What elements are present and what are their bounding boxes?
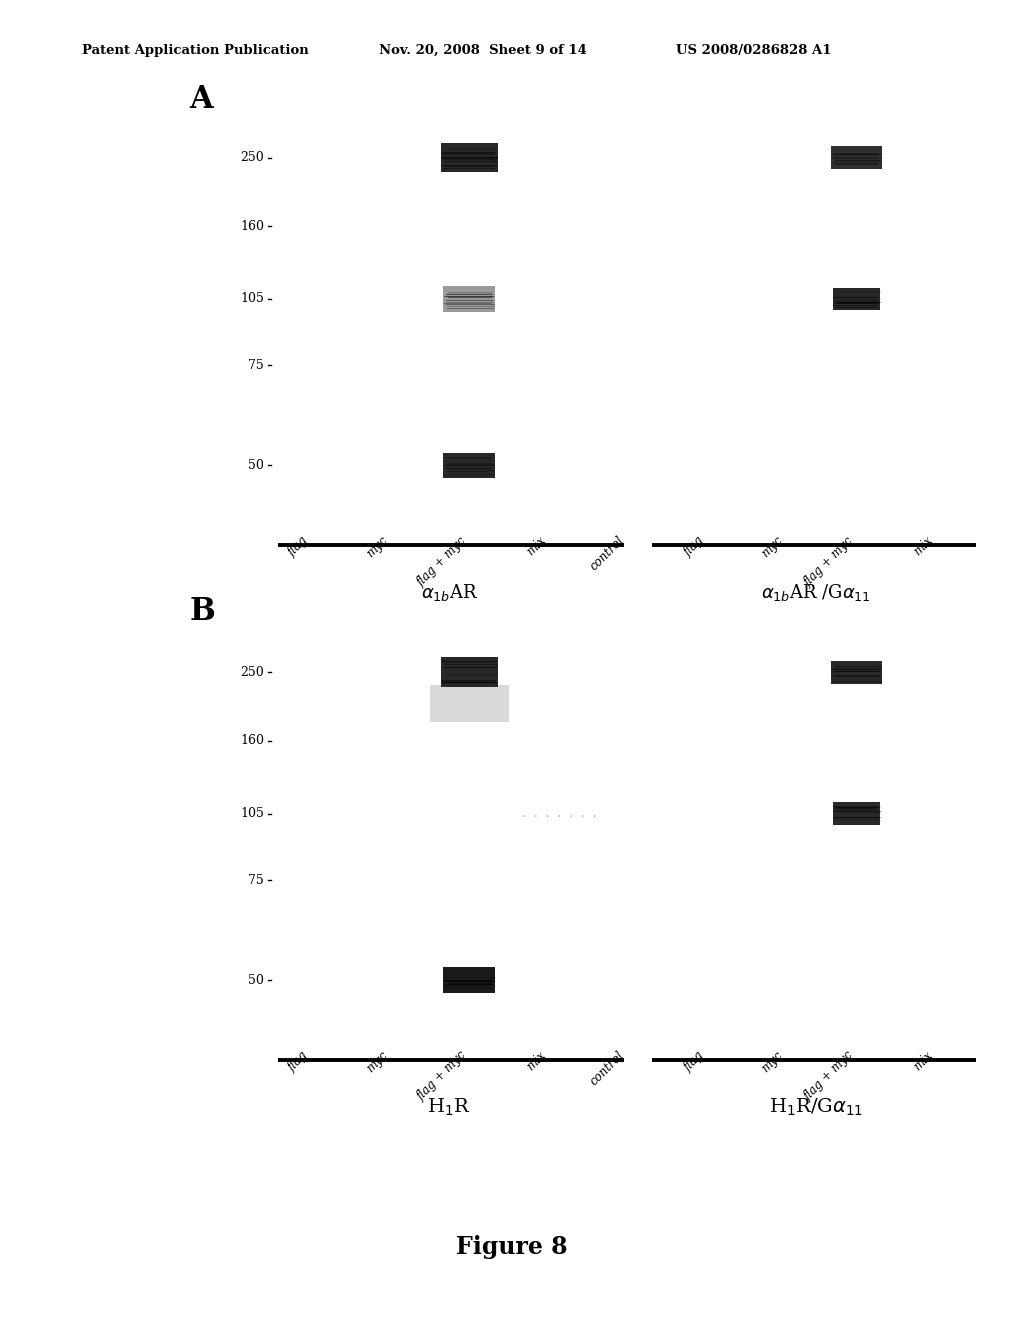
Bar bbox=[833, 288, 881, 310]
Text: US 2008/0286828 A1: US 2008/0286828 A1 bbox=[676, 44, 831, 57]
Text: flag: flag bbox=[681, 1048, 707, 1074]
Bar bbox=[429, 685, 509, 722]
Text: flag + myc: flag + myc bbox=[415, 533, 469, 589]
Text: 105: 105 bbox=[241, 808, 264, 820]
Text: flag: flag bbox=[286, 1048, 311, 1074]
Text: 105: 105 bbox=[241, 293, 264, 305]
Text: flag + myc: flag + myc bbox=[802, 533, 856, 589]
Bar bbox=[833, 803, 881, 825]
Text: myc: myc bbox=[364, 1048, 390, 1074]
Text: mix: mix bbox=[523, 533, 548, 558]
Text: flag + myc: flag + myc bbox=[802, 1048, 856, 1104]
Text: mix: mix bbox=[911, 1048, 936, 1073]
Text: . . . . . . .: . . . . . . . bbox=[521, 809, 598, 818]
Text: 250: 250 bbox=[241, 665, 264, 678]
Text: $\alpha_{1b}$AR /G$\alpha_{11}$: $\alpha_{1b}$AR /G$\alpha_{11}$ bbox=[761, 582, 870, 603]
Text: 75: 75 bbox=[249, 359, 264, 372]
Bar bbox=[440, 144, 498, 172]
Bar bbox=[443, 286, 495, 312]
Text: 50: 50 bbox=[249, 974, 264, 986]
Text: H$_1$R/G$\alpha_{11}$: H$_1$R/G$\alpha_{11}$ bbox=[769, 1097, 863, 1118]
Bar bbox=[443, 453, 495, 478]
Text: flag: flag bbox=[681, 533, 707, 560]
Bar bbox=[830, 147, 883, 169]
Text: B: B bbox=[189, 597, 215, 627]
Text: myc: myc bbox=[759, 533, 785, 560]
Text: 50: 50 bbox=[249, 459, 264, 471]
Text: myc: myc bbox=[759, 1048, 785, 1074]
Text: mix: mix bbox=[911, 533, 936, 558]
Bar bbox=[443, 968, 495, 993]
Text: 160: 160 bbox=[241, 219, 264, 232]
Text: 250: 250 bbox=[241, 150, 264, 164]
Text: $\alpha_{1b}$AR: $\alpha_{1b}$AR bbox=[421, 582, 478, 603]
Text: Figure 8: Figure 8 bbox=[456, 1236, 568, 1259]
Text: 160: 160 bbox=[241, 734, 264, 747]
Text: A: A bbox=[189, 84, 213, 115]
Text: H$_1$R: H$_1$R bbox=[427, 1097, 471, 1118]
Text: flag + myc: flag + myc bbox=[415, 1048, 469, 1104]
Text: Nov. 20, 2008  Sheet 9 of 14: Nov. 20, 2008 Sheet 9 of 14 bbox=[379, 44, 587, 57]
Text: myc: myc bbox=[364, 533, 390, 560]
Text: 75: 75 bbox=[249, 874, 264, 887]
Text: flag: flag bbox=[286, 533, 311, 560]
Text: control: control bbox=[588, 1048, 627, 1088]
Text: Patent Application Publication: Patent Application Publication bbox=[82, 44, 308, 57]
Bar bbox=[830, 661, 883, 684]
Text: mix: mix bbox=[523, 1048, 548, 1073]
Bar bbox=[440, 657, 498, 688]
Text: control: control bbox=[588, 533, 627, 573]
